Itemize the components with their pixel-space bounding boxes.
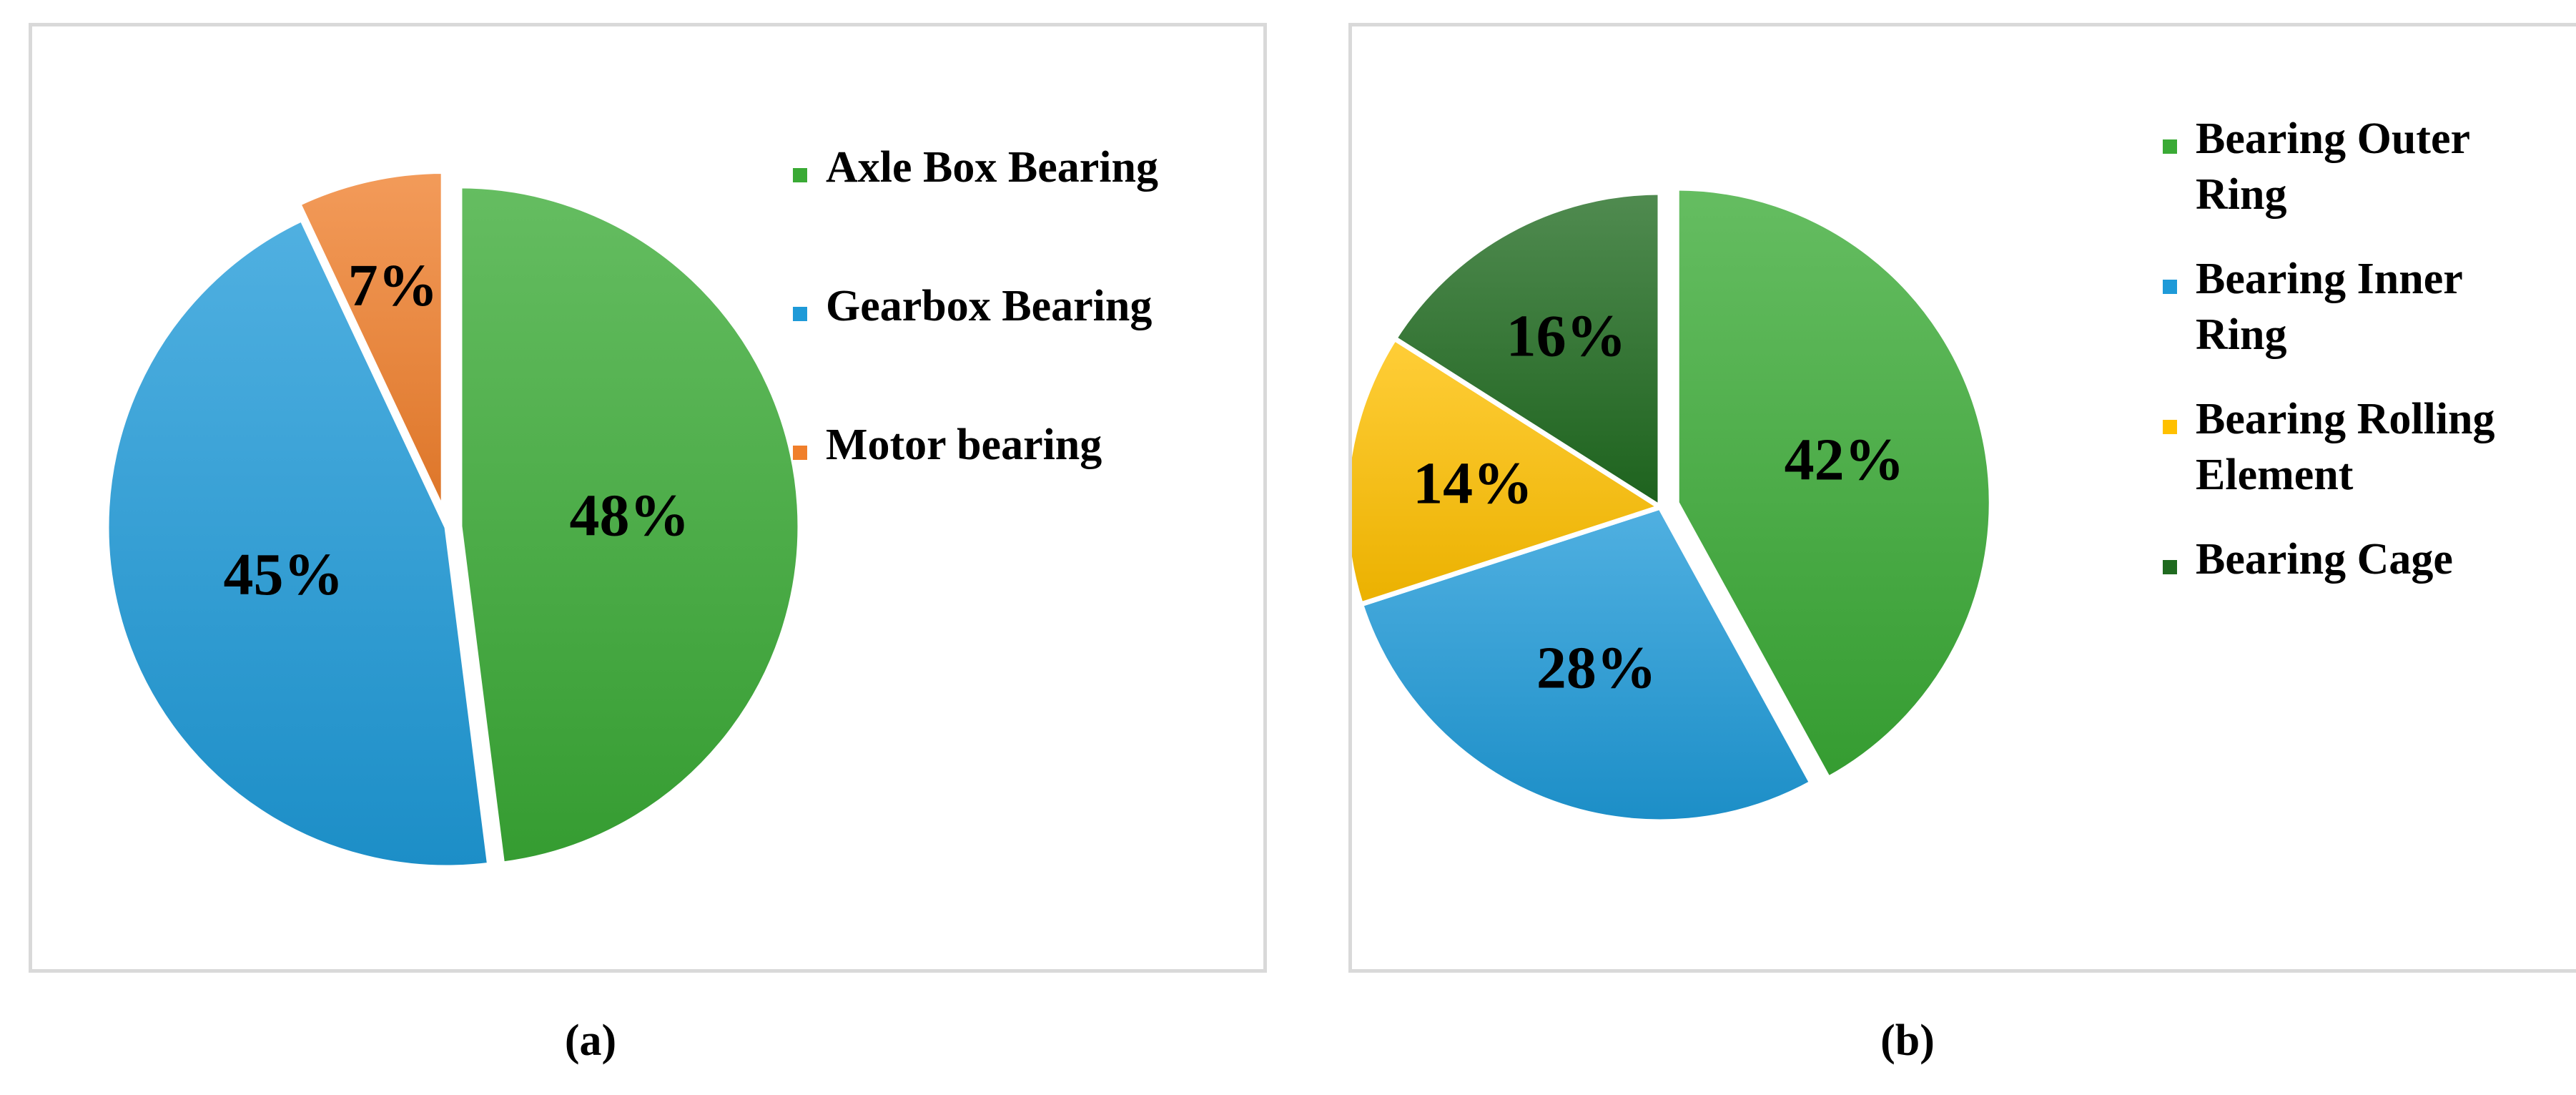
pie-slice-bearing-inner-ring [1358, 504, 1815, 825]
pie-chart-b: 42% 28% 14% 16% [1352, 185, 1994, 825]
slice-label: 48% [569, 482, 689, 549]
pie-slice-bearing-rolling-element [1352, 335, 1663, 607]
legend-a: Axle Box Bearing Gearbox Bearing Motor b… [793, 139, 1158, 473]
legend-swatch [2163, 560, 2177, 574]
pie-slice-bearing-cage [1391, 190, 1663, 510]
pie-slice-gearbox-bearing [104, 216, 493, 870]
pie-slice-bearing-outer-ring [1674, 185, 1994, 782]
chart-panel-a: 48% 45% 7% Axle Box Bearing Gearbox Bearin… [29, 23, 1267, 973]
legend-b: Bearing Outer Ring Bearing Inner Ring Be… [2163, 111, 2563, 587]
slice-label: 7% [348, 252, 438, 319]
slice-label: 14% [1413, 450, 1533, 516]
legend-label: Motor bearing [826, 421, 1102, 469]
legend-item: Gearbox Bearing [793, 278, 1158, 334]
legend-item: Bearing Cage [2163, 531, 2563, 587]
legend-label: Bearing Outer Ring [2196, 114, 2469, 219]
pie-chart-a: 48% 45% 7% [104, 169, 803, 870]
legend-label: Bearing Cage [2196, 535, 2453, 584]
legend-item: Motor bearing [793, 417, 1158, 473]
pie-slice-motor-bearing [296, 169, 446, 515]
legend-label: Bearing Inner Ring [2196, 255, 2462, 359]
slice-label: 16% [1506, 303, 1627, 369]
caption-a: (a) [564, 1016, 617, 1065]
legend-item: Axle Box Bearing [793, 139, 1158, 195]
legend-swatch [2163, 139, 2177, 154]
legend-label: Axle Box Bearing [826, 143, 1158, 192]
legend-swatch [2163, 420, 2177, 434]
pie-slice-axle-box-bearing [457, 183, 803, 867]
chart-panel-b: 42% 28% 14% 16% Bearing Outer Ring Bearing … [1348, 23, 2576, 973]
legend-swatch [2163, 280, 2177, 294]
slice-label: 42% [1785, 426, 1905, 493]
legend-item: Bearing Outer Ring [2163, 111, 2563, 222]
legend-item: Bearing Rolling Element [2163, 391, 2563, 503]
legend-swatch [793, 307, 807, 321]
slice-label: 45% [223, 541, 343, 608]
caption-b: (b) [1880, 1016, 1935, 1065]
legend-item: Bearing Inner Ring [2163, 251, 2563, 363]
legend-label: Gearbox Bearing [826, 282, 1153, 330]
legend-swatch [793, 446, 807, 460]
slice-label: 28% [1536, 635, 1657, 702]
legend-swatch [793, 168, 807, 182]
legend-label: Bearing Rolling Element [2196, 395, 2495, 499]
